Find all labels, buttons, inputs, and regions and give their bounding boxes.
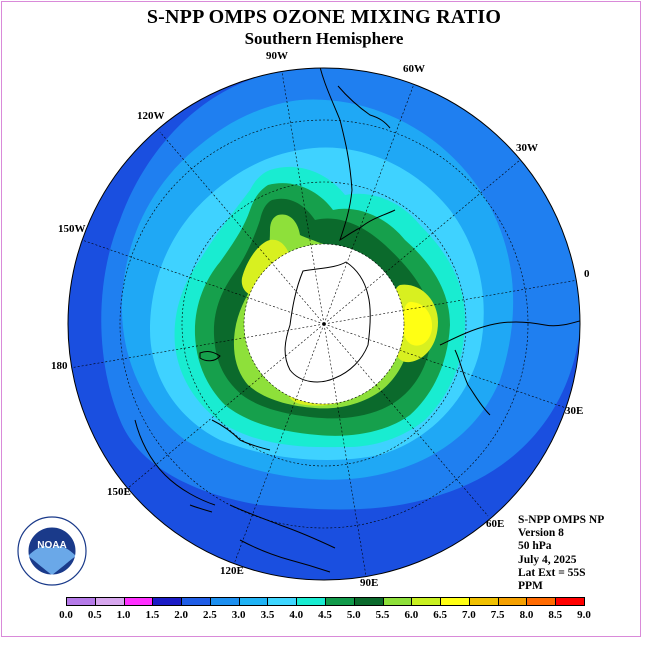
info-units: PPM bbox=[518, 580, 543, 593]
noaa-logo-text: NOAA bbox=[37, 540, 66, 551]
ozone-field bbox=[68, 68, 580, 580]
info-date: July 4, 2025 bbox=[518, 553, 577, 566]
map-boundary bbox=[67, 67, 581, 581]
lon-label-120w: 120W bbox=[137, 110, 165, 122]
map-title: S-NPP OMPS OZONE MIXING RATIO bbox=[146, 6, 502, 28]
info-version: Version 8 bbox=[518, 527, 564, 540]
info-instrument: S-NPP OMPS NP bbox=[518, 514, 605, 526]
lon-label-120e: 120E bbox=[220, 565, 244, 577]
lon-label-30w: 30W bbox=[516, 142, 538, 154]
south-pole-marker bbox=[322, 322, 326, 326]
lon-label-180: 180 bbox=[51, 360, 68, 372]
lon-label-90w: 90W bbox=[266, 50, 288, 62]
band-10 bbox=[402, 301, 433, 346]
lon-label-60e: 60E bbox=[486, 518, 505, 530]
map-subtitle: Southern Hemisphere bbox=[244, 29, 404, 48]
noaa-logo-wave bbox=[27, 526, 77, 576]
lon-label-30e: 30E bbox=[565, 405, 584, 417]
lon-label-60w: 60W bbox=[403, 63, 425, 75]
product-info: S-NPP OMPS NP Version 8 50 hPa July 4, 2… bbox=[518, 514, 604, 593]
lon-label-90e: 90E bbox=[360, 577, 379, 589]
info-lat-extent: Lat Ext = 55S bbox=[518, 566, 586, 579]
coastlines bbox=[134, 68, 580, 573]
lon-label-150w: 150W bbox=[58, 223, 86, 235]
noaa-logo: NOAA bbox=[17, 516, 87, 586]
lon-label-0: 0 bbox=[584, 268, 590, 280]
page-frame bbox=[1, 1, 641, 637]
noaa-logo-bird bbox=[28, 546, 76, 575]
graticule bbox=[69, 71, 579, 577]
lon-label-150e: 150E bbox=[107, 486, 131, 498]
info-pressure-level: 50 hPa bbox=[518, 540, 552, 553]
